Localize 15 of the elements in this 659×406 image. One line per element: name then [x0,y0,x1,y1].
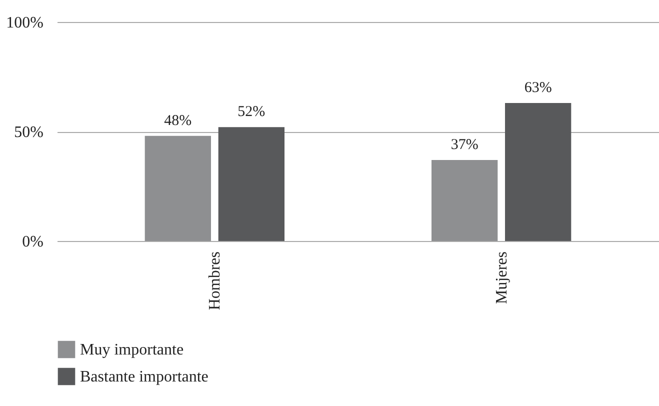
x-tick-label: Hombres [206,252,224,310]
bar [432,160,498,241]
data-label: 37% [450,136,478,153]
data-label: 52% [238,104,266,120]
data-label: 63% [524,80,552,96]
x-tick-label: Mujeres [493,252,510,304]
bar [218,127,284,241]
legend-label: Muy importante [80,342,184,358]
y-tick-label: 50% [14,124,44,141]
y-tick-label: 100% [6,14,44,32]
bar [144,136,211,241]
bar [505,103,572,241]
data-label: 48% [164,112,192,129]
legend-label: Bastante importante [80,368,208,386]
y-tick-label: 0% [22,234,44,250]
